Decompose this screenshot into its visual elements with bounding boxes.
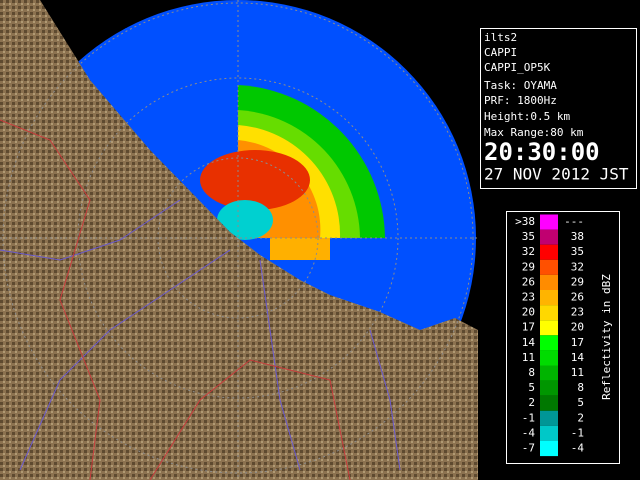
info-line: PRF: 1800Hz (484, 94, 557, 107)
legend-high: 35 (571, 245, 584, 258)
legend-low: 11 (522, 351, 535, 364)
info-lines: ilts2 CAPPI CAPPI_OP5K Task: OYAMA PRF: 1800… (484, 31, 584, 139)
legend-high: 32 (571, 260, 584, 273)
info-line: CAPPI (484, 46, 517, 59)
legend-swatch (540, 229, 558, 245)
legend-high: 11 (571, 366, 584, 379)
legend-high: 20 (571, 321, 584, 334)
boundaries (0, 119, 351, 480)
legend-panel (506, 211, 620, 464)
legend-high: 5 (577, 396, 584, 409)
info-line: CAPPI_OP5K (484, 61, 551, 74)
legend-low: 14 (522, 336, 536, 349)
legend-high: -1 (571, 426, 584, 439)
terrain (0, 0, 478, 480)
legend-low: -7 (522, 442, 535, 455)
legend-rows: >38 --- 35 38 32 35 29 32 26 29 23 26 20 23 17 20 14 17 11… (515, 214, 585, 457)
legend-low: -4 (522, 426, 536, 439)
legend-high: 26 (571, 291, 584, 304)
legend-high: -4 (571, 442, 585, 455)
legend-swatch (540, 214, 558, 230)
legend-high: --- (564, 215, 584, 228)
legend-swatch (540, 335, 558, 351)
legend-high: 2 (577, 411, 584, 424)
legend-swatch (540, 259, 558, 275)
date: 27 NOV 2012 JST (484, 165, 629, 184)
legend-swatch (540, 441, 558, 457)
legend-swatch (540, 320, 558, 336)
legend-swatch (540, 290, 558, 306)
legend-low: 23 (522, 291, 535, 304)
legend-high: 23 (571, 306, 584, 319)
info-line: ilts2 (484, 31, 517, 44)
map (0, 0, 478, 480)
legend-high: 14 (571, 351, 585, 364)
legend-high: 17 (571, 336, 584, 349)
legend-low: 5 (528, 381, 535, 394)
legend-high: 38 (571, 230, 584, 243)
info-panel (480, 28, 637, 189)
legend-low: 8 (528, 366, 535, 379)
legend-title: Reflectivity in dBZ (600, 274, 613, 400)
legend-low: 17 (522, 321, 535, 334)
range-rings (0, 0, 478, 480)
info-line: Max Range:80 km (484, 126, 584, 139)
legend-swatch (540, 365, 558, 381)
legend-low: 32 (522, 245, 535, 258)
legend-low: 20 (522, 306, 535, 319)
legend-low: -1 (522, 411, 535, 424)
time: 20:30:00 (484, 138, 600, 166)
rivers (0, 199, 401, 471)
legend-low: >38 (515, 215, 535, 228)
legend-swatch (540, 350, 558, 366)
legend-swatch (540, 244, 558, 260)
legend-swatch (540, 305, 558, 321)
legend-swatch (540, 274, 558, 290)
info-line: Height:0.5 km (484, 110, 570, 123)
legend-swatch (540, 380, 558, 396)
legend-swatch (540, 395, 558, 411)
legend-swatch (540, 425, 558, 441)
info-line: Task: OYAMA (484, 79, 557, 92)
legend-low: 35 (522, 230, 535, 243)
legend-low: 2 (528, 396, 535, 409)
legend-low: 26 (522, 275, 535, 288)
echoes (200, 85, 385, 260)
legend-high: 8 (577, 381, 584, 394)
legend-swatch (540, 410, 558, 426)
legend-high: 29 (571, 275, 584, 288)
legend-low: 29 (522, 260, 535, 273)
